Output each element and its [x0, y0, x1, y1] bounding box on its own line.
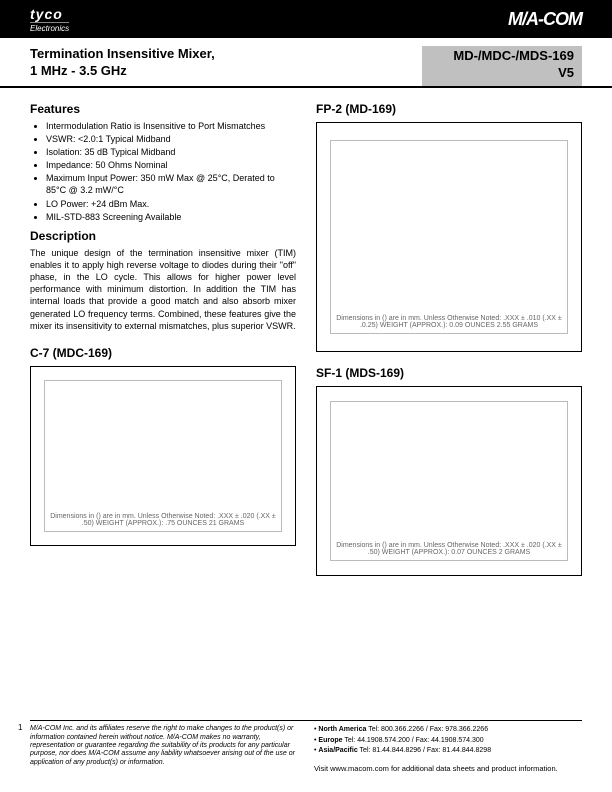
contact-row: • Asia/Pacific Tel: 81.44.844.8296 / Fax…: [314, 746, 582, 757]
contact-row: • Europe Tel: 44.1908.574.200 / Fax: 44.…: [314, 736, 582, 747]
footer: M/A-COM Inc. and its affiliates reserve …: [30, 720, 582, 774]
description-text: The unique design of the termination ins…: [30, 247, 296, 332]
feature-item: MIL-STD-883 Screening Available: [46, 211, 296, 223]
sf1-title: SF-1 (MDS-169): [316, 366, 582, 380]
description-heading: Description: [30, 229, 296, 243]
contact-ap: Tel: 81.44.844.8296 / Fax: 81.44.844.829…: [360, 747, 492, 754]
fp2-title: FP-2 (MD-169): [316, 102, 582, 116]
part-number-box: MD-/MDC-/MDS-169 V5: [422, 46, 582, 86]
footer-url: Visit www.macom.com for additional data …: [314, 763, 582, 774]
left-column: Features Intermodulation Ratio is Insens…: [30, 96, 296, 576]
c7-title: C-7 (MDC-169): [30, 346, 296, 360]
macom-logo: M/A-COM: [508, 9, 582, 30]
feature-item: Isolation: 35 dB Typical Midband: [46, 146, 296, 158]
sf1-diagram: Dimensions in () are in mm. Unless Other…: [316, 386, 582, 576]
part-number: MD-/MDC-/MDS-169: [453, 48, 574, 63]
right-column: FP-2 (MD-169) Dimensions in () are in mm…: [316, 96, 582, 576]
page-number: 1: [18, 723, 22, 732]
product-title: Termination Insensitive Mixer, 1 MHz - 3…: [30, 46, 422, 86]
contact-row: • North America Tel: 800.366.2266 / Fax:…: [314, 725, 582, 736]
feature-item: Impedance: 50 Ohms Nominal: [46, 159, 296, 171]
title-row: Termination Insensitive Mixer, 1 MHz - 3…: [0, 38, 612, 88]
features-list: Intermodulation Ratio is Insensitive to …: [30, 120, 296, 223]
feature-item: Intermodulation Ratio is Insensitive to …: [46, 120, 296, 132]
contact-eu: Tel: 44.1908.574.200 / Fax: 44.1908.574.…: [344, 737, 483, 744]
brand-name: tyco: [30, 6, 63, 22]
title-line1: Termination Insensitive Mixer,: [30, 46, 215, 61]
fp2-caption: Dimensions in () are in mm. Unless Other…: [330, 140, 568, 334]
disclaimer: M/A-COM Inc. and its affiliates reserve …: [30, 725, 298, 774]
fp2-diagram: Dimensions in () are in mm. Unless Other…: [316, 122, 582, 352]
c7-caption: Dimensions in () are in mm. Unless Other…: [44, 380, 282, 531]
contact-na: Tel: 800.366.2266 / Fax: 978.366.2266: [368, 726, 488, 733]
brand-bar: tyco Electronics M/A-COM: [0, 0, 612, 38]
region-na: North America: [318, 726, 366, 733]
sf1-caption: Dimensions in () are in mm. Unless Other…: [330, 401, 568, 561]
feature-item: LO Power: +24 dBm Max.: [46, 198, 296, 210]
feature-item: Maximum Input Power: 350 mW Max @ 25°C, …: [46, 172, 296, 196]
c7-diagram: Dimensions in () are in mm. Unless Other…: [30, 366, 296, 546]
brand-sub: Electronics: [30, 22, 69, 33]
main-content: Features Intermodulation Ratio is Insens…: [0, 96, 612, 576]
revision: V5: [558, 65, 574, 80]
contact-list: • North America Tel: 800.366.2266 / Fax:…: [314, 725, 582, 774]
feature-item: VSWR: <2.0:1 Typical Midband: [46, 133, 296, 145]
tyco-logo: tyco Electronics: [30, 6, 69, 33]
features-heading: Features: [30, 102, 296, 116]
region-ap: Asia/Pacific: [318, 747, 357, 754]
title-line2: 1 MHz - 3.5 GHz: [30, 63, 127, 78]
region-eu: Europe: [318, 737, 342, 744]
